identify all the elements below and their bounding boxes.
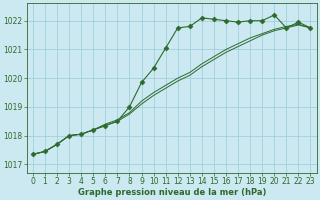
X-axis label: Graphe pression niveau de la mer (hPa): Graphe pression niveau de la mer (hPa) [77,188,266,197]
